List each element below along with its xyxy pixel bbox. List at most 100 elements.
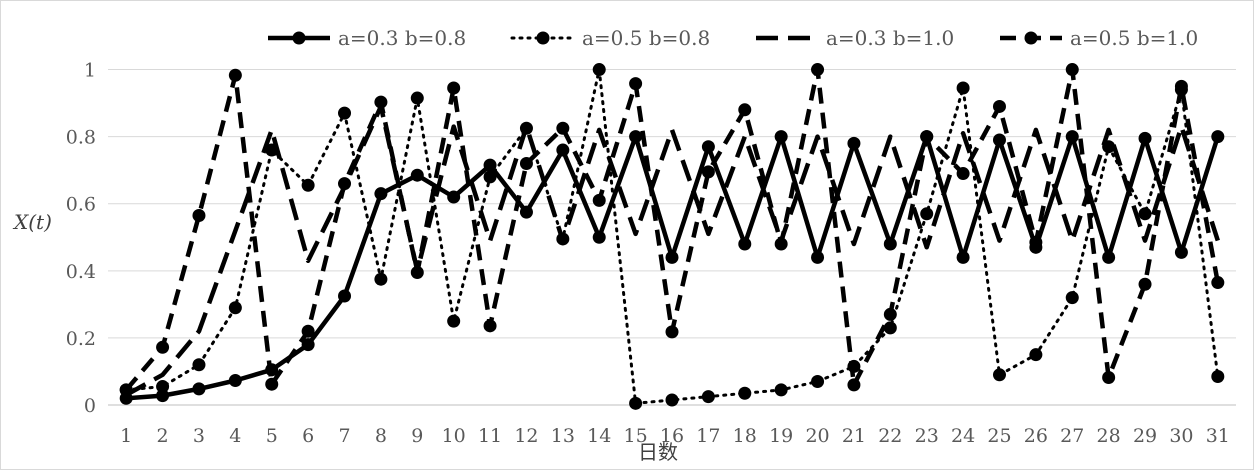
data-point [629,77,643,91]
data-point [956,250,970,264]
data-point [592,230,606,244]
legend-marker [536,31,550,45]
x-tick-label: 15 [624,425,648,447]
x-tick-label: 10 [442,425,466,447]
data-point [956,167,970,181]
data-point [1211,130,1225,144]
data-point [665,325,679,339]
data-point [774,383,788,397]
x-tick-label: 18 [733,425,757,447]
data-point [556,143,570,157]
data-point [738,103,752,117]
x-tick-label: 21 [842,425,866,447]
data-point [701,165,715,179]
data-point [1065,291,1079,305]
data-point [301,324,315,338]
x-tick-label: 6 [302,425,314,447]
data-point [519,156,533,170]
data-point [992,99,1006,113]
data-point [556,121,570,135]
x-tick-label: 30 [1169,425,1193,447]
x-tick-label: 12 [514,425,538,447]
legend-label: a=0.3 b=1.0 [826,26,954,50]
legend-marker [292,31,306,45]
data-point [992,133,1006,147]
y-tick-label: 0.2 [66,328,96,350]
data-point [1174,245,1188,259]
x-tick-label: 11 [478,425,502,447]
series-4 [119,63,1225,397]
y-tick-label: 0.8 [66,127,96,149]
data-point [410,265,424,279]
legend-item: a=0.5 b=0.8 [510,26,710,50]
series-3 [125,104,1220,397]
data-point [156,380,170,394]
data-point [156,389,170,403]
x-tick-labels: 1 2 3 4 5 6 7 8 9 10 11 12 13 14 15 16 17 18 19 20 21 22 23 24 2… [120,425,1230,447]
data-point [847,136,861,150]
data-point [920,130,934,144]
data-point [811,375,825,389]
x-tick-label: 8 [375,425,387,447]
data-point [447,314,461,328]
legend-label: a=0.5 b=1.0 [1070,26,1198,50]
data-point [483,319,497,333]
x-tick-label: 17 [696,425,720,447]
legend-label: a=0.5 b=0.8 [582,26,710,50]
data-point [629,396,643,410]
data-point [1029,235,1043,249]
x-tick-label: 16 [660,425,684,447]
data-point [519,205,533,219]
data-point [301,178,315,192]
x-tick-label: 28 [1097,425,1121,447]
data-point [338,106,352,120]
series-line [125,104,1220,397]
data-point [228,374,242,388]
data-point [774,237,788,251]
data-point [338,289,352,303]
data-point [1102,250,1116,264]
x-tick-label: 5 [266,425,278,447]
data-point [592,193,606,207]
data-point [1138,207,1152,221]
data-point [483,158,497,172]
data-point [447,81,461,95]
x-tick-label: 23 [915,425,939,447]
data-point [1065,63,1079,77]
data-point [156,340,170,354]
legend-item: a=0.3 b=0.8 [268,26,466,50]
data-point [592,63,606,77]
data-point [119,383,133,397]
data-point [738,386,752,400]
legend-marker [1024,31,1038,45]
y-axis-title: X(t) [12,210,52,234]
x-tick-label: 9 [411,425,423,447]
data-point [629,130,643,144]
x-tick-label: 27 [1060,425,1084,447]
x-axis-title: 日数 [638,440,678,464]
data-point [483,170,497,184]
data-point [301,338,315,352]
x-tick-label: 20 [805,425,829,447]
data-point [811,250,825,264]
legend-label: a=0.3 b=0.8 [338,26,466,50]
x-tick-label: 13 [551,425,575,447]
data-point [956,81,970,95]
data-point [1138,277,1152,291]
data-point [1211,369,1225,383]
data-point [228,68,242,82]
data-point [410,91,424,105]
data-point [374,187,388,201]
data-point [447,190,461,204]
data-point [847,378,861,392]
x-tick-label: 26 [1024,425,1048,447]
legend: a=0.3 b=0.8 a=0.5 b=0.8 a=0.3 b=1.0 a=0.5 b… [268,26,1198,50]
y-tick-label: 1 [84,60,96,82]
x-tick-label: 24 [951,425,975,447]
data-point [883,321,897,335]
data-point [883,237,897,251]
data-point [665,250,679,264]
y-tick-label: 0 [84,395,96,417]
